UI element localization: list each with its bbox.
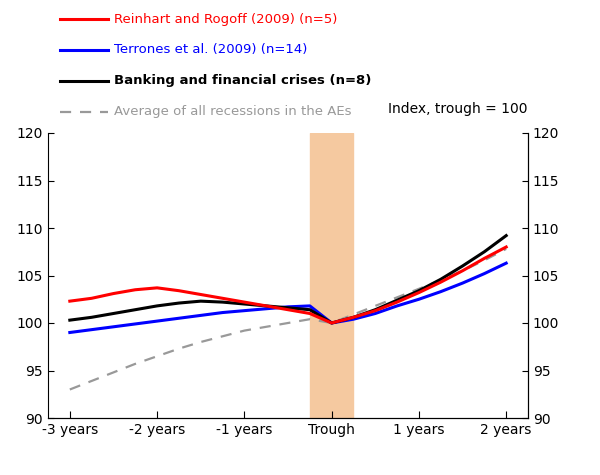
Text: Reinhart and Rogoff (2009) (n=5): Reinhart and Rogoff (2009) (n=5) — [114, 12, 337, 26]
Text: Terrones et al. (2009) (n=14): Terrones et al. (2009) (n=14) — [114, 43, 307, 57]
Text: Index, trough = 100: Index, trough = 100 — [389, 103, 528, 116]
Bar — [310, 133, 353, 418]
Text: Banking and financial crises (n=8): Banking and financial crises (n=8) — [114, 74, 371, 87]
Text: Average of all recessions in the AEs: Average of all recessions in the AEs — [114, 105, 352, 118]
